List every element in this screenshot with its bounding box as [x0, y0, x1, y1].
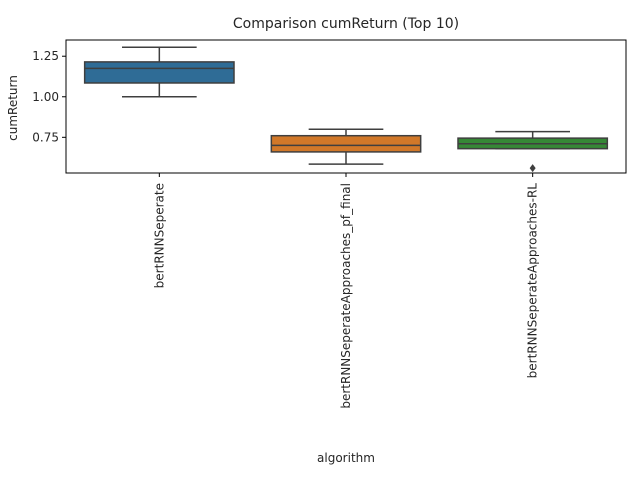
y-axis-label: cumReturn — [6, 75, 20, 141]
chart-title: Comparison cumReturn (Top 10) — [233, 16, 459, 32]
box-1 — [83, 61, 235, 84]
y-tick-label: 1.25 — [32, 49, 59, 63]
y-tick-label: 1.00 — [32, 90, 59, 104]
plot-area: 0.75 1.00 1.25 bertRNNSeperate bertRNNSepera… — [32, 39, 627, 409]
x-tick-label: bertRNNSeperate — [152, 183, 166, 288]
x-tick-label: bertRNNSeperateApproaches_pf_final — [339, 183, 353, 409]
x-tick-label: bertRNNSeperateApproaches-RL — [526, 183, 540, 379]
y-tick-label: 0.75 — [32, 130, 59, 144]
box-2 — [270, 134, 422, 153]
outlier-point — [529, 164, 536, 173]
x-axis-label: algorithm — [317, 451, 375, 465]
